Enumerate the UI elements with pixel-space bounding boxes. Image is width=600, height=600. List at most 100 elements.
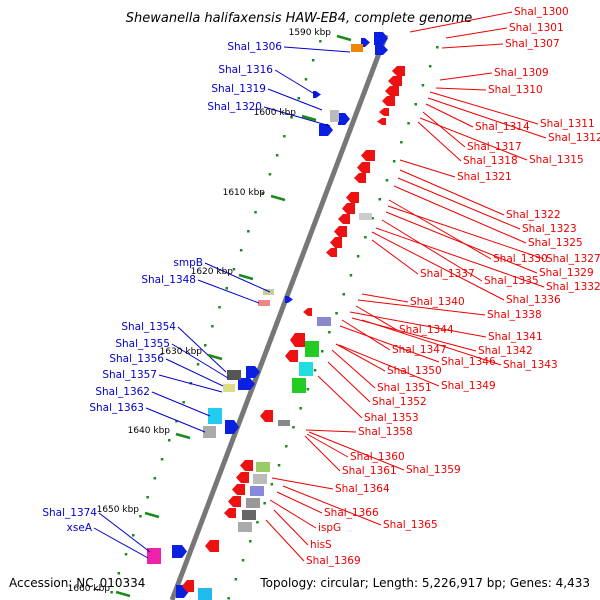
reverse-gene-label: Shal_1322 — [506, 209, 561, 221]
track-dot — [428, 65, 432, 68]
reverse-gene-leader-line — [349, 311, 487, 338]
track-dot — [436, 46, 439, 49]
scale-tick-mark — [144, 511, 160, 519]
reverse-gene-leader-line — [445, 27, 508, 39]
reverse-gene-leader-line — [425, 103, 474, 128]
track-dot — [254, 211, 257, 214]
forward-gene-leader-line — [204, 262, 271, 293]
scale-tick-label: 1640 kbp — [128, 426, 171, 436]
reverse-gene-label: Shal_1353 — [364, 412, 419, 424]
outer-dots-layer — [110, 40, 439, 600]
track-dot — [319, 40, 322, 43]
reverse-gene-label: Shal_1350 — [387, 365, 442, 377]
track-dot — [268, 173, 272, 176]
reverse-gene-label: hisS — [310, 539, 332, 551]
reverse-gene-arrow — [379, 108, 389, 116]
track-dot — [263, 502, 266, 505]
track-dot — [297, 97, 300, 100]
forward-gene-arrow — [374, 32, 388, 45]
reverse-gene-leader-line — [393, 185, 527, 244]
reverse-gene-label: ispG — [318, 522, 341, 534]
forward-gene-label: Shal_1354 — [121, 321, 176, 333]
track-dot — [241, 559, 245, 562]
reverse-gene-arrow — [338, 214, 350, 224]
reverse-gene-arrow — [240, 460, 253, 471]
track-dot — [321, 350, 324, 353]
track-dot — [364, 236, 367, 239]
track-dot — [225, 287, 228, 290]
reverse-gene-label: Shal_1351 — [377, 382, 432, 394]
track-dot — [407, 122, 410, 125]
track-dot — [378, 198, 381, 201]
forward-gene-arrow — [238, 378, 255, 390]
forward-gene-arrow — [313, 91, 321, 98]
track-dot — [182, 401, 185, 404]
map-title: Shewanella halifaxensis HAW-EB4, complet… — [126, 11, 472, 26]
forward-gene-leader-line — [151, 391, 211, 417]
reverse-gene-leader-line — [388, 199, 492, 260]
forward-gene-leader-line — [263, 106, 331, 127]
reverse-gene-arrow — [382, 96, 395, 106]
reverse-gene-leader-line — [409, 11, 513, 33]
reverse-gene-label: Shal_1341 — [488, 331, 543, 343]
scale-tick-mark — [270, 194, 286, 202]
topology-text: Topology: circular; Length: 5,226,917 bp… — [259, 576, 590, 590]
track-dot — [356, 255, 360, 258]
reverse-gene-leader-line — [273, 509, 309, 546]
track-dot — [270, 483, 274, 486]
track-dot — [132, 534, 135, 537]
dark-feature-block — [242, 510, 256, 520]
forward-gene-leader-line — [158, 374, 223, 393]
grey-feature-block — [278, 420, 290, 426]
reverse-gene-arrow — [346, 192, 359, 203]
reverse-gene-label: Shal_1347 — [392, 344, 447, 356]
track-dot — [249, 540, 252, 543]
reverse-gene-label: Shal_1366 — [324, 507, 379, 519]
reverse-gene-label: Shal_1332 — [546, 281, 600, 293]
reverse-gene-leader-line — [361, 319, 502, 366]
forward-gene-leader-line — [177, 326, 227, 373]
reverse-gene-label: Shal_1318 — [463, 155, 518, 167]
reverse-gene-arrow — [357, 162, 370, 173]
forward-gene-label: Shal_1374 — [42, 507, 97, 519]
track-dot — [342, 293, 345, 296]
forward-gene-leader-line — [165, 358, 224, 387]
reverse-gene-arrow — [303, 308, 312, 316]
track-dot — [277, 464, 281, 467]
reverse-gene-label: Shal_1352 — [372, 396, 427, 408]
green-feature-block — [292, 378, 306, 393]
reverse-gene-leader-line — [371, 231, 505, 301]
reverse-gene-label: Shal_1364 — [335, 483, 390, 495]
forward-gene-arrow — [319, 124, 333, 136]
reverse-gene-arrow — [224, 508, 236, 518]
grey-feature-block — [359, 213, 372, 220]
scale-tick-mark — [301, 114, 317, 122]
reverse-gene-label: Shal_1344 — [399, 324, 454, 336]
reverse-gene-arrow — [377, 118, 386, 125]
reverse-gene-arrow — [228, 496, 241, 507]
gene-labels-layer: Shal_1306 Shal_1316 Shal_1319 Shal_1320 smpB… — [42, 6, 600, 567]
yellow-feature-block — [223, 384, 235, 392]
reverse-gene-label: Shal_1311 — [540, 118, 595, 130]
reverse-gene-leader-line — [385, 211, 538, 274]
track-dot — [392, 160, 396, 163]
grey-feature-block — [330, 110, 339, 122]
forward-gene-leader-line — [93, 527, 149, 559]
reverse-gene-leader-line — [317, 375, 363, 419]
track-dot — [256, 521, 259, 524]
reverse-gene-arrow — [354, 173, 366, 183]
orange-feature-block — [351, 44, 363, 52]
track-dot — [292, 426, 295, 429]
cyan-feature-block — [208, 408, 222, 424]
purple-feature-block — [317, 317, 331, 326]
reverse-gene-leader-line — [381, 219, 483, 282]
forward-gene-label: Shal_1355 — [115, 338, 170, 350]
reverse-gene-leader-line — [399, 169, 505, 216]
track-dot — [204, 344, 207, 347]
khaki-feature-block — [263, 289, 274, 295]
forward-gene-leader-line — [283, 46, 351, 53]
gene-features-layer — [147, 32, 405, 600]
reverse-gene-leader-line — [439, 72, 493, 81]
reverse-gene-label: Shal_1337 — [420, 268, 475, 280]
reverse-gene-leader-line — [371, 239, 419, 275]
